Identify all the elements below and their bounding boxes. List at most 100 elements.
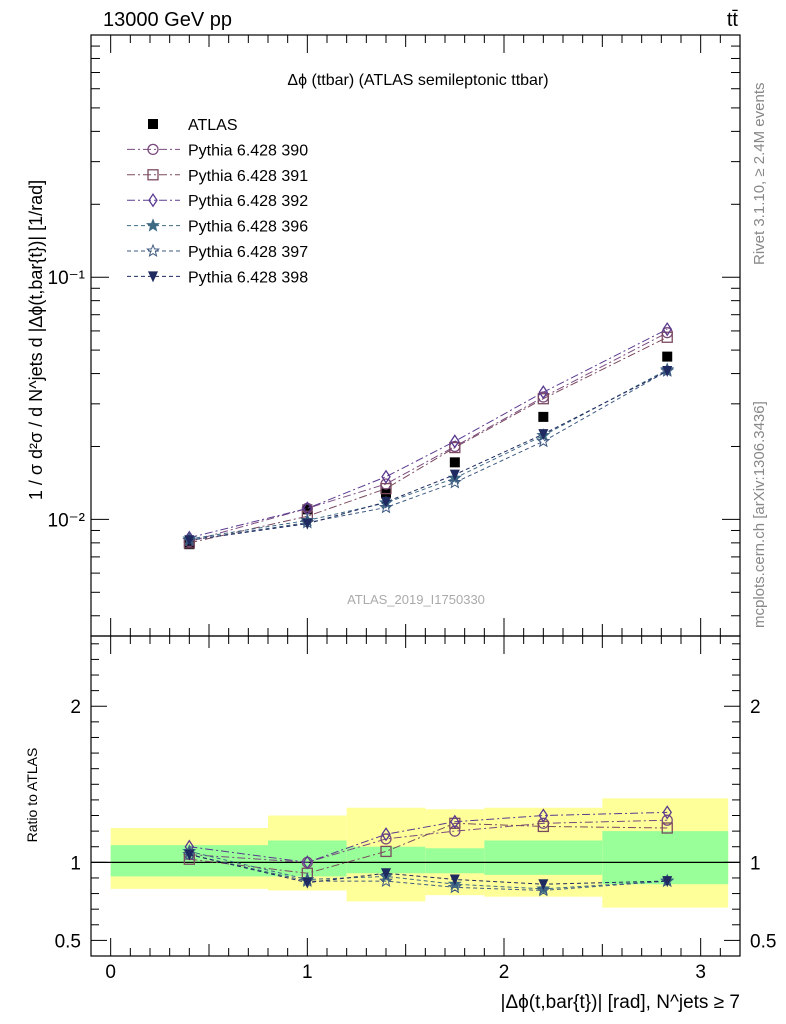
ratio-band-stat (602, 831, 729, 885)
watermark: ATLAS_2019_I1750330 (347, 592, 485, 607)
main-axes: 10⁻² 10⁻¹ (48, 34, 741, 637)
main-series-line (189, 370, 668, 541)
main-series (182, 362, 675, 545)
ratio-data-point (447, 879, 462, 894)
ratio-data-point (381, 868, 391, 880)
main-data-point (450, 434, 460, 449)
process-label: tt̄ (727, 9, 739, 31)
main-y-tick-label: 10⁻¹ (48, 268, 86, 289)
ratio-y-label: Ratio to ATLAS (24, 748, 40, 843)
ratio-series-line (189, 811, 668, 863)
x-axis-label: |Δϕ(t,bar{t})| [rad], N^jets ≥ 7 (501, 992, 740, 1013)
ratio-data-point (538, 879, 549, 891)
legend-label: Pythia 6.428 391 (188, 168, 308, 185)
ratio-y-tick-label: 1 (70, 853, 81, 874)
ratio-data-point (380, 833, 392, 845)
ratio-data-point (661, 822, 673, 834)
ratio-series-line (189, 819, 668, 863)
ratio-data-point (302, 877, 313, 889)
ratio-data-point (380, 845, 392, 858)
main-data-point (662, 365, 673, 377)
main-series (183, 331, 673, 549)
legend-marker (147, 143, 159, 156)
main-series (182, 363, 675, 547)
main-series (184, 322, 673, 545)
ratio-y-tick-label: 2 (70, 697, 81, 718)
main-series (184, 351, 673, 550)
legend-label: Pythia 6.428 397 (188, 244, 308, 261)
ratio-frame (90, 635, 741, 957)
main-data-point (381, 469, 391, 484)
main-y-label: 1 / σ d²σ / d N^jets d |Δϕ(t,bar{t})| [1… (26, 180, 46, 500)
legend-marker (147, 169, 159, 181)
ratio-series-line (189, 854, 668, 885)
ratio-data-point (538, 808, 549, 823)
ratio-y-tick-label: 2 (750, 697, 761, 718)
main-data-point (537, 393, 549, 405)
main-data-point (447, 475, 462, 489)
ratio-data-point (302, 855, 313, 870)
ratio-axes: 0 1 2 3 0.5 0.5 1 1 2 2 (55, 635, 776, 983)
main-series-line (189, 336, 668, 544)
ratio-data-point (449, 874, 460, 886)
legend-label: Pythia 6.428 390 (188, 142, 308, 159)
ratio-data-point (450, 814, 460, 829)
main-data-point (449, 457, 460, 468)
ratio-y-tick-label: 0.5 (55, 931, 81, 952)
ratio-series-line (189, 850, 668, 890)
main-series-line (189, 328, 668, 539)
ratio-data-point (536, 883, 551, 897)
ratio-bands (110, 798, 729, 908)
ratio-y-tick-label: 1 (750, 853, 761, 874)
main-data-point (662, 351, 673, 362)
legend-marker (148, 271, 158, 283)
mcplots-label: mcplots.cern.ch [arXiv:1306.3436] (751, 401, 768, 628)
main-data-point (379, 500, 393, 514)
main-data-point (661, 331, 673, 343)
ratio-band-stat (484, 840, 603, 875)
legend-marker (148, 119, 158, 129)
legend-marker (146, 218, 160, 232)
x-tick-label: 1 (302, 962, 313, 983)
ratio-series-line (189, 822, 668, 874)
ratio-series-group (182, 805, 675, 897)
x-tick-label: 2 (499, 962, 510, 983)
ratio-y-tick-label: 0.5 (750, 931, 776, 952)
ratio-series (184, 805, 673, 870)
main-series-line (189, 370, 668, 541)
main-data-point (302, 504, 313, 515)
ratio-data-point (381, 827, 391, 842)
legend-marker (146, 243, 160, 258)
main-data-point (538, 429, 549, 441)
main-series-line (189, 332, 668, 543)
ratio-data-point (449, 825, 461, 837)
ratio-series (184, 849, 673, 891)
ratio-data-point (379, 873, 393, 887)
rivet-label: Rivet 3.1.10, ≥ 2.4M events (751, 83, 768, 266)
main-data-point (449, 441, 461, 454)
ratio-data-point (662, 805, 673, 820)
main-data-point (302, 518, 313, 530)
main-series-group (182, 322, 675, 550)
main-data-point (184, 535, 195, 547)
ratio-series-line (189, 854, 668, 891)
main-series-line (189, 369, 668, 540)
legend-label: Pythia 6.428 396 (188, 219, 308, 236)
main-title: Δϕ (ttbar) (ATLAS semileptonic ttbar) (287, 72, 548, 89)
x-tick-label: 3 (695, 962, 706, 983)
main-data-point (536, 433, 551, 448)
legend-label: Pythia 6.428 398 (188, 269, 308, 286)
main-data-point (538, 411, 549, 422)
legend-label: ATLAS (188, 117, 238, 134)
main-data-point (449, 469, 460, 481)
ratio-data-point (662, 876, 673, 888)
main-data-point (662, 322, 673, 337)
main-data-point (381, 496, 391, 508)
energy-label: 13000 GeV pp (103, 9, 232, 31)
ratio-data-point (184, 849, 195, 861)
main-y-tick-label: 10⁻² (48, 510, 86, 531)
ratio-data-point (661, 814, 673, 826)
x-tick-label: 0 (105, 962, 116, 983)
legend-marker (148, 193, 158, 208)
